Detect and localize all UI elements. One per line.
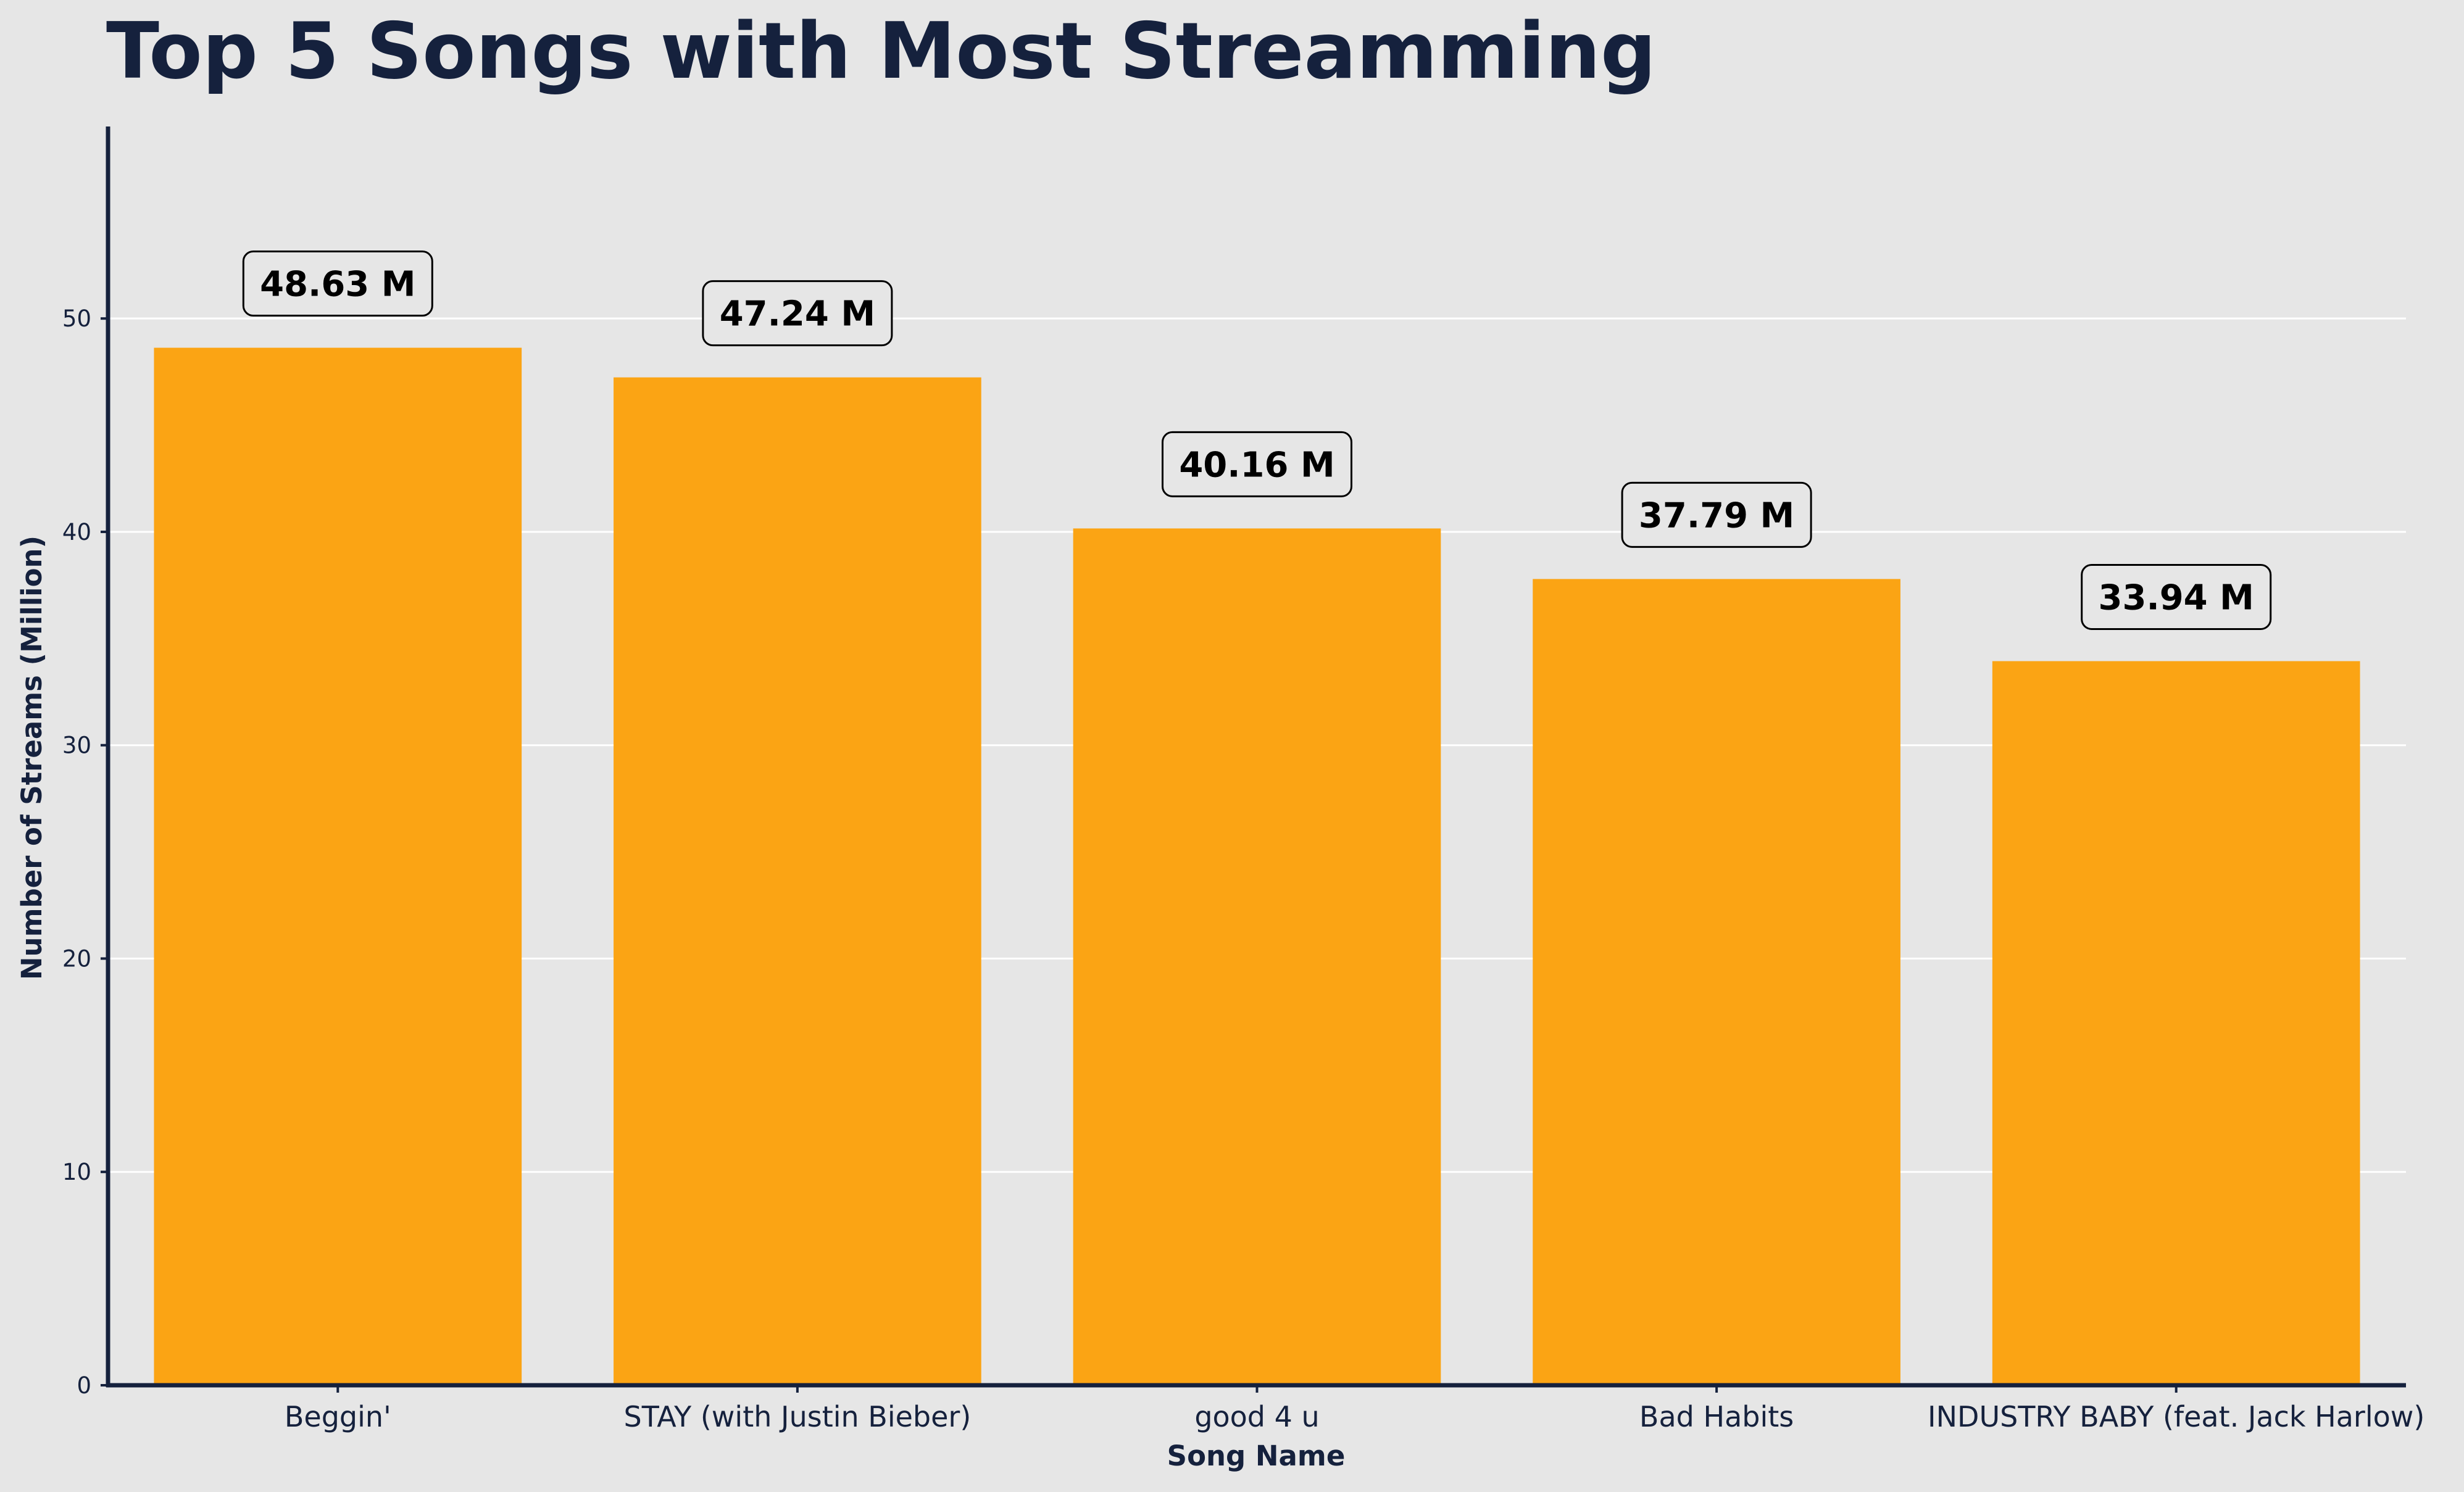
x-axis-title: Song Name [1167, 1440, 1346, 1472]
chart-title: Top 5 Songs with Most Streamming [106, 6, 1656, 96]
bar [614, 377, 981, 1385]
x-tick-label: STAY (with Justin Bieber) [624, 1400, 972, 1433]
x-tick-label: Beggin' [285, 1400, 391, 1433]
x-ticks: Beggin' STAY (with Justin Bieber) good 4 u… [285, 1385, 2424, 1433]
value-label-box [2081, 563, 2272, 630]
y-tick-label: 10 [62, 1159, 91, 1185]
y-axis-title: Number of Streams (Million) [15, 536, 48, 980]
x-tick-label: Bad Habits [1639, 1400, 1794, 1433]
value-label-box [1621, 481, 1812, 548]
y-tick-label: 40 [62, 519, 91, 545]
value-label: 47.24 M [720, 294, 875, 334]
value-label: 40.16 M [1179, 445, 1334, 485]
y-tick-label: 50 [62, 305, 91, 332]
value-label: 33.94 M [2099, 578, 2254, 618]
y-tick-label: 30 [62, 732, 91, 759]
bar [1533, 579, 1900, 1385]
value-label-box [1162, 431, 1352, 497]
y-ticks: 0 10 20 30 40 50 [62, 305, 108, 1399]
x-tick-label: INDUSTRY BABY (feat. Jack Harlow) [1928, 1400, 2424, 1433]
y-tick-label: 0 [77, 1372, 91, 1399]
bars [154, 347, 2360, 1385]
bar [1992, 661, 2360, 1385]
value-label-box [702, 280, 893, 347]
x-tick-label: good 4 u [1194, 1400, 1319, 1433]
bar [154, 347, 522, 1385]
value-labels: 48.63 M 47.24 M 40.16 M 37.79 M 33.94 M [242, 251, 2272, 630]
y-tick-label: 20 [62, 945, 91, 972]
bar [1073, 528, 1441, 1385]
value-label: 37.79 M [1639, 495, 1794, 536]
value-label: 48.63 M [260, 265, 415, 305]
value-label-box [242, 251, 433, 317]
